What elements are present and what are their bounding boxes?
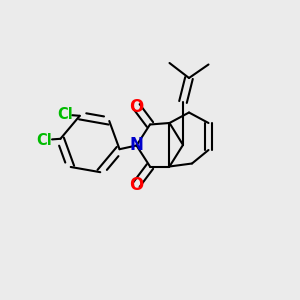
Text: O: O	[129, 98, 144, 116]
Text: Cl: Cl	[57, 107, 73, 122]
Text: N: N	[130, 136, 143, 154]
Text: O: O	[129, 176, 144, 194]
Text: Cl: Cl	[36, 133, 52, 148]
